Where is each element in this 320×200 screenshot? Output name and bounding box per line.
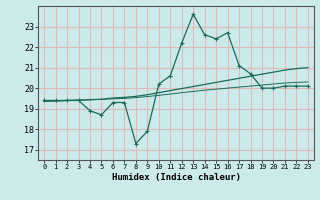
X-axis label: Humidex (Indice chaleur): Humidex (Indice chaleur) (111, 173, 241, 182)
